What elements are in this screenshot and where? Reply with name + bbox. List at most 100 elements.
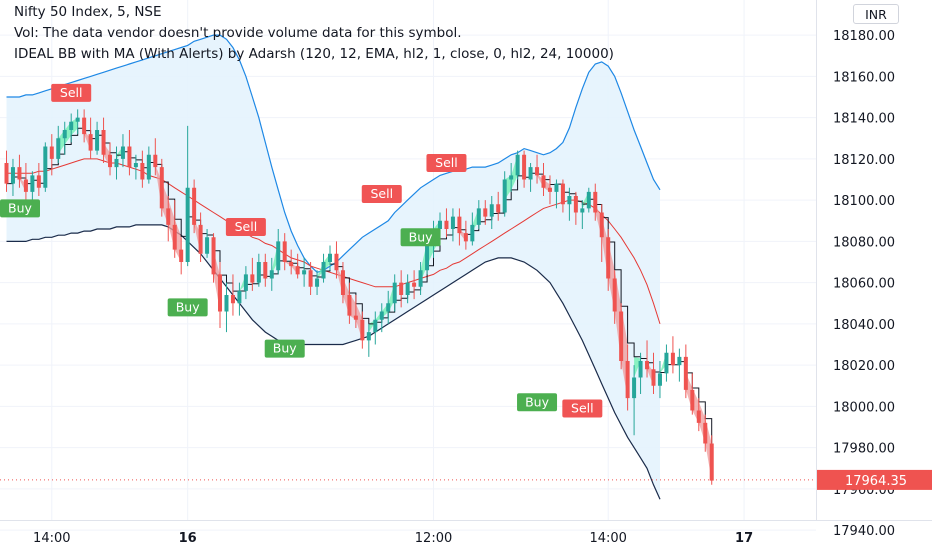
candle-body: [632, 377, 637, 399]
candle-body: [399, 282, 404, 295]
price-axis[interactable]: 18180.00 18160.00 18140.00 18120.00 18100.00…: [833, 29, 895, 539]
time-axis[interactable]: 14:00 16 12:00 14:00 17: [33, 531, 753, 546]
candle: [256, 253, 261, 287]
candle-body: [49, 146, 54, 159]
candle-body: [606, 237, 611, 279]
candle-body: [88, 134, 93, 151]
price-tick-label: 18180.00: [833, 29, 895, 44]
candle-body: [405, 282, 410, 295]
buy-signal: Buy: [264, 339, 305, 358]
candle: [198, 212, 203, 262]
candle-body: [120, 146, 125, 159]
candle-body: [321, 262, 326, 279]
candle-body: [425, 241, 430, 271]
candle-body: [366, 332, 371, 341]
candle: [146, 146, 151, 184]
candle-body: [269, 270, 274, 279]
candle: [657, 361, 662, 399]
candle-body: [211, 237, 216, 275]
candle-body: [347, 295, 352, 316]
candle: [709, 435, 714, 485]
candle-body: [263, 262, 268, 279]
candle-body: [340, 270, 345, 295]
candle: [95, 121, 100, 155]
candle-body: [657, 373, 662, 386]
candlestick-series: [4, 109, 714, 485]
candle-body: [580, 208, 585, 213]
candle: [703, 414, 708, 452]
candle-body: [308, 270, 313, 287]
signal-text: Sell: [60, 85, 83, 100]
candle-body: [489, 204, 494, 217]
candle: [10, 158, 15, 196]
candle: [522, 150, 527, 188]
candle-body: [412, 282, 417, 287]
candle: [276, 229, 281, 275]
candle: [36, 163, 41, 196]
candle: [366, 323, 371, 357]
candle: [586, 187, 591, 213]
candle: [528, 163, 533, 192]
price-tick-label: 18060.00: [833, 277, 895, 292]
candle-body: [4, 163, 9, 184]
candle: [599, 204, 604, 262]
candle-body: [230, 295, 235, 304]
candle-body: [127, 146, 132, 168]
candle: [334, 241, 339, 279]
candle-body: [218, 274, 223, 312]
sell-signal: Sell: [426, 154, 467, 172]
candle: [509, 163, 514, 192]
candle-body: [95, 130, 100, 151]
candle-body: [696, 410, 701, 423]
price-tick-label: 18100.00: [833, 194, 895, 209]
sell-signal: Sell: [51, 83, 92, 102]
candle: [321, 253, 326, 283]
candle-body: [573, 196, 578, 213]
candle: [353, 295, 358, 328]
price-tick-label: 17980.00: [833, 442, 895, 457]
signal-text: Buy: [525, 394, 549, 409]
candle-body: [108, 154, 113, 168]
candle: [483, 200, 488, 225]
candle: [88, 117, 93, 159]
signal-text: Sell: [571, 400, 594, 415]
candle: [580, 200, 585, 229]
candle: [340, 262, 345, 304]
candle-body: [709, 443, 714, 481]
candle: [399, 270, 404, 308]
candle: [696, 398, 701, 432]
currency-badge[interactable]: INR: [853, 4, 899, 24]
candle: [502, 171, 507, 217]
signal-text: Sell: [370, 186, 393, 201]
candle-body: [243, 274, 248, 291]
candle-body: [36, 175, 41, 188]
candle-body: [166, 208, 171, 225]
candle: [205, 229, 210, 258]
candle: [218, 262, 223, 328]
candle-body: [282, 241, 287, 262]
candle-body: [237, 290, 242, 304]
candle: [308, 262, 313, 295]
buy-signal: Buy: [167, 298, 208, 317]
time-tick-label: 17: [735, 531, 753, 546]
candle-body: [470, 224, 475, 242]
candle: [140, 150, 145, 188]
candle-body: [515, 154, 520, 176]
candle-body: [392, 282, 397, 304]
last-price-value: 17964.35: [845, 474, 907, 489]
candle: [347, 282, 352, 324]
candle: [418, 262, 423, 295]
buy-signal: Buy: [517, 393, 558, 412]
candle-body: [664, 352, 669, 374]
candle: [153, 138, 158, 176]
candle-body: [140, 163, 145, 180]
candle: [192, 179, 197, 234]
candle-body: [683, 356, 688, 390]
candle-body: [645, 361, 650, 370]
price-tick-label: 18000.00: [833, 400, 895, 415]
candle: [23, 163, 28, 201]
candle-body: [463, 233, 468, 242]
candle: [670, 336, 675, 374]
buy-signal: Buy: [400, 228, 441, 247]
